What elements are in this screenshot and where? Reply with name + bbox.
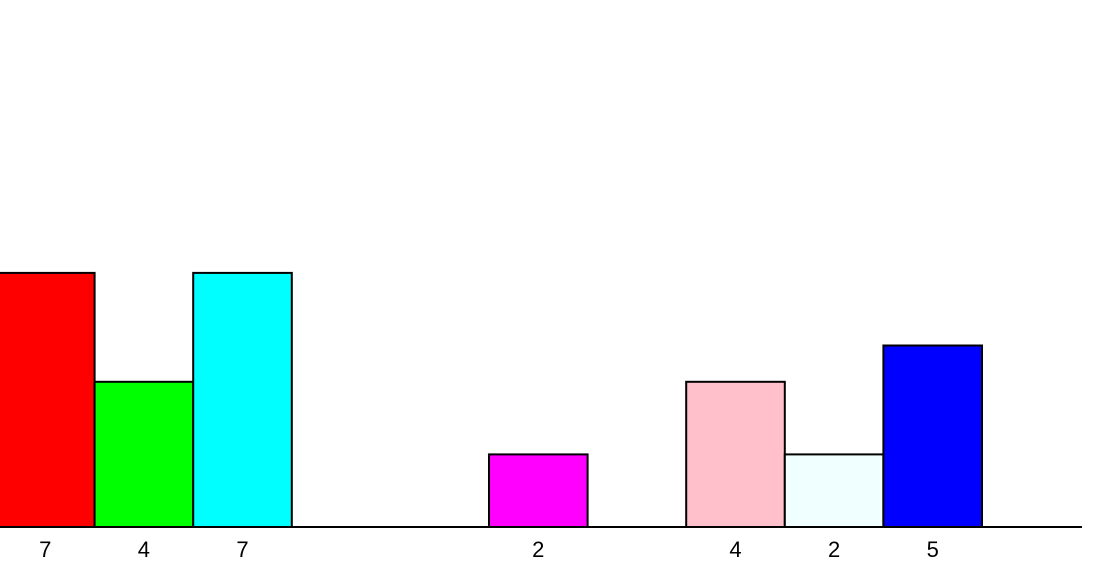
bar-7 <box>882 344 984 528</box>
bars-layer <box>0 271 984 528</box>
bar-value-label-1: 7 <box>39 537 51 562</box>
bar-value-label-2: 4 <box>138 537 150 562</box>
bar-6 <box>783 453 885 528</box>
bar-4 <box>488 453 589 528</box>
bar-1 <box>0 271 96 528</box>
bar-5 <box>685 380 786 528</box>
bar-value-label-7: 5 <box>927 537 939 562</box>
bar-value-label-4: 2 <box>532 537 544 562</box>
bar-value-label-3: 7 <box>236 537 248 562</box>
bar-value-label-5: 4 <box>729 537 741 562</box>
value-labels-layer: 7 4 7 2 4 2 5 <box>39 537 939 562</box>
bar-3 <box>192 271 293 528</box>
bar-value-label-6: 2 <box>828 537 840 562</box>
bar-2 <box>93 380 195 528</box>
